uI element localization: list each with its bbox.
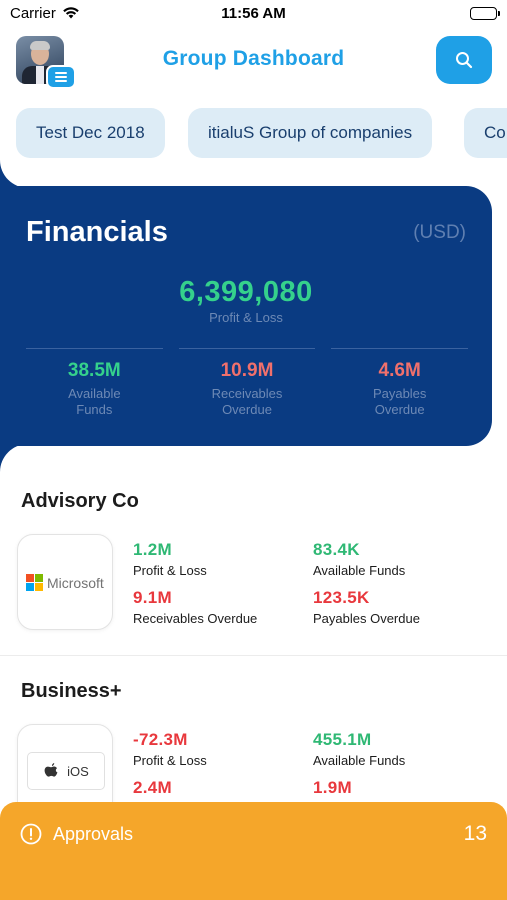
company-logo: Microsoft: [17, 534, 113, 630]
metric-payables-overdue: 123.5K Payables Overdue: [313, 588, 420, 626]
metric-profit-loss: -72.3M Profit & Loss: [133, 730, 207, 768]
metric-receivables-overdue: 9.1M Receivables Overdue: [133, 588, 258, 626]
metric-available-funds: 83.4K Available Funds: [313, 540, 406, 578]
carrier-label: Carrier: [10, 5, 56, 22]
financials-stats: 38.5M Available Funds 10.9M Receivables …: [26, 348, 469, 428]
stat-label: Receivables Overdue: [211, 386, 283, 417]
search-button[interactable]: [436, 36, 492, 84]
stat-value: 4.6M: [378, 360, 421, 381]
stat-available-funds: 38.5M Available Funds: [26, 348, 163, 428]
company-card-advisory-co[interactable]: Advisory Co Microsoft 1.2M Profit & Loss…: [0, 490, 507, 650]
divider: [0, 655, 507, 656]
search-icon: [456, 52, 473, 69]
battery-icon: [470, 7, 500, 20]
avatar[interactable]: [16, 36, 64, 84]
status-bar: Carrier 11:56 AM: [0, 0, 507, 28]
microsoft-logo: Microsoft: [26, 574, 104, 591]
total-profit-loss-label: Profit & Loss: [209, 310, 283, 325]
logo-text: iOS: [67, 763, 89, 779]
stat-payables-overdue: 4.6M Payables Overdue: [331, 348, 469, 428]
menu-icon[interactable]: [46, 65, 76, 89]
financials-section: Financials (USD) 6,399,080 Profit & Loss…: [0, 158, 507, 478]
chip-itialus-group[interactable]: itialuS Group of companies: [188, 108, 433, 158]
approvals-label: Approvals: [53, 824, 134, 844]
stat-value: 38.5M: [67, 360, 121, 381]
stat-label: Available Funds: [68, 386, 121, 417]
company-card-business-plus[interactable]: Business+ iOS -72.3M Profit & Loss 455.1…: [0, 680, 507, 820]
metric-profit-loss: 1.2M Profit & Loss: [133, 540, 207, 578]
financials-card[interactable]: Financials (USD) 6,399,080 Profit & Loss…: [0, 186, 492, 446]
financials-title: Financials: [26, 216, 168, 248]
apple-icon: [44, 763, 58, 777]
chip-test-dec-2018[interactable]: Test Dec 2018: [16, 108, 165, 158]
ios-logo: iOS: [27, 752, 105, 790]
page-title: Group Dashboard: [162, 47, 345, 70]
stat-label: Payables Overdue: [372, 386, 427, 417]
chip-partial[interactable]: Co: [464, 108, 507, 158]
alert-circle-icon: [20, 823, 42, 850]
currency-label: (USD): [413, 222, 466, 243]
total-profit-loss-value: 6,399,080: [179, 276, 313, 308]
stat-receivables-overdue: 10.9M Receivables Overdue: [178, 348, 316, 428]
wifi-icon: [62, 6, 80, 23]
company-name: Business+: [21, 680, 122, 702]
clock: 11:56 AM: [221, 5, 286, 22]
company-name: Advisory Co: [21, 490, 139, 512]
metric-payables-overdue: 1.9M: [313, 778, 352, 797]
metric-available-funds: 455.1M Available Funds: [313, 730, 406, 768]
stat-value: 10.9M: [220, 360, 274, 381]
approvals-bar[interactable]: Approvals 13: [0, 802, 507, 900]
approvals-count: 13: [463, 822, 487, 845]
logo-text: Microsoft: [47, 574, 104, 591]
metric-receivables-overdue: 2.4M: [133, 778, 172, 797]
